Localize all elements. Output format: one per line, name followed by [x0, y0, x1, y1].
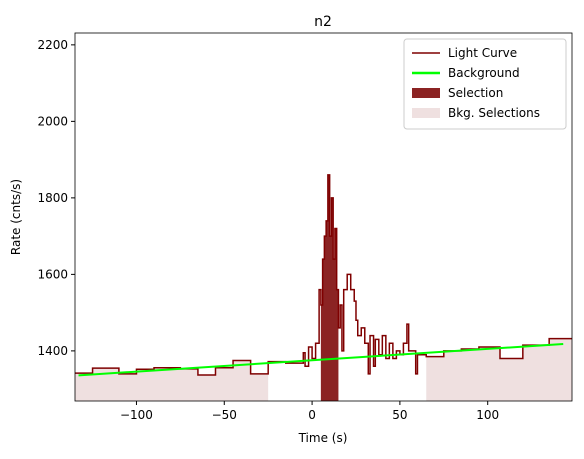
plot-frame	[74, 32, 573, 402]
chart-title: n2	[314, 14, 332, 30]
legend-box	[403, 38, 567, 130]
x-tick-label: 100	[476, 408, 499, 422]
x-axis-label: Time (s)	[298, 431, 348, 445]
region-area	[426, 338, 572, 401]
y-tick-label: 1800	[37, 191, 68, 205]
region-area	[75, 360, 269, 401]
background-line	[78, 343, 564, 377]
y-tick-label: 1600	[37, 267, 68, 281]
y-axis-label: Rate (cnts/s)	[9, 179, 23, 255]
legend-swatch	[412, 88, 440, 98]
legend-label: Background	[448, 66, 520, 80]
x-tick-label: −100	[120, 408, 153, 422]
y-tick-label: 1400	[37, 344, 68, 358]
legend-swatch	[412, 108, 440, 118]
y-tick-label: 2000	[37, 114, 68, 128]
x-tick-label: −50	[212, 408, 237, 422]
legend-label: Selection	[448, 86, 503, 100]
legend-label: Light Curve	[448, 46, 517, 60]
x-tick-label: 50	[392, 408, 407, 422]
x-tick-label: 0	[308, 408, 316, 422]
region-area	[320, 174, 339, 401]
y-tick-label: 2200	[37, 38, 68, 52]
legend-label: Bkg. Selections	[448, 106, 540, 120]
